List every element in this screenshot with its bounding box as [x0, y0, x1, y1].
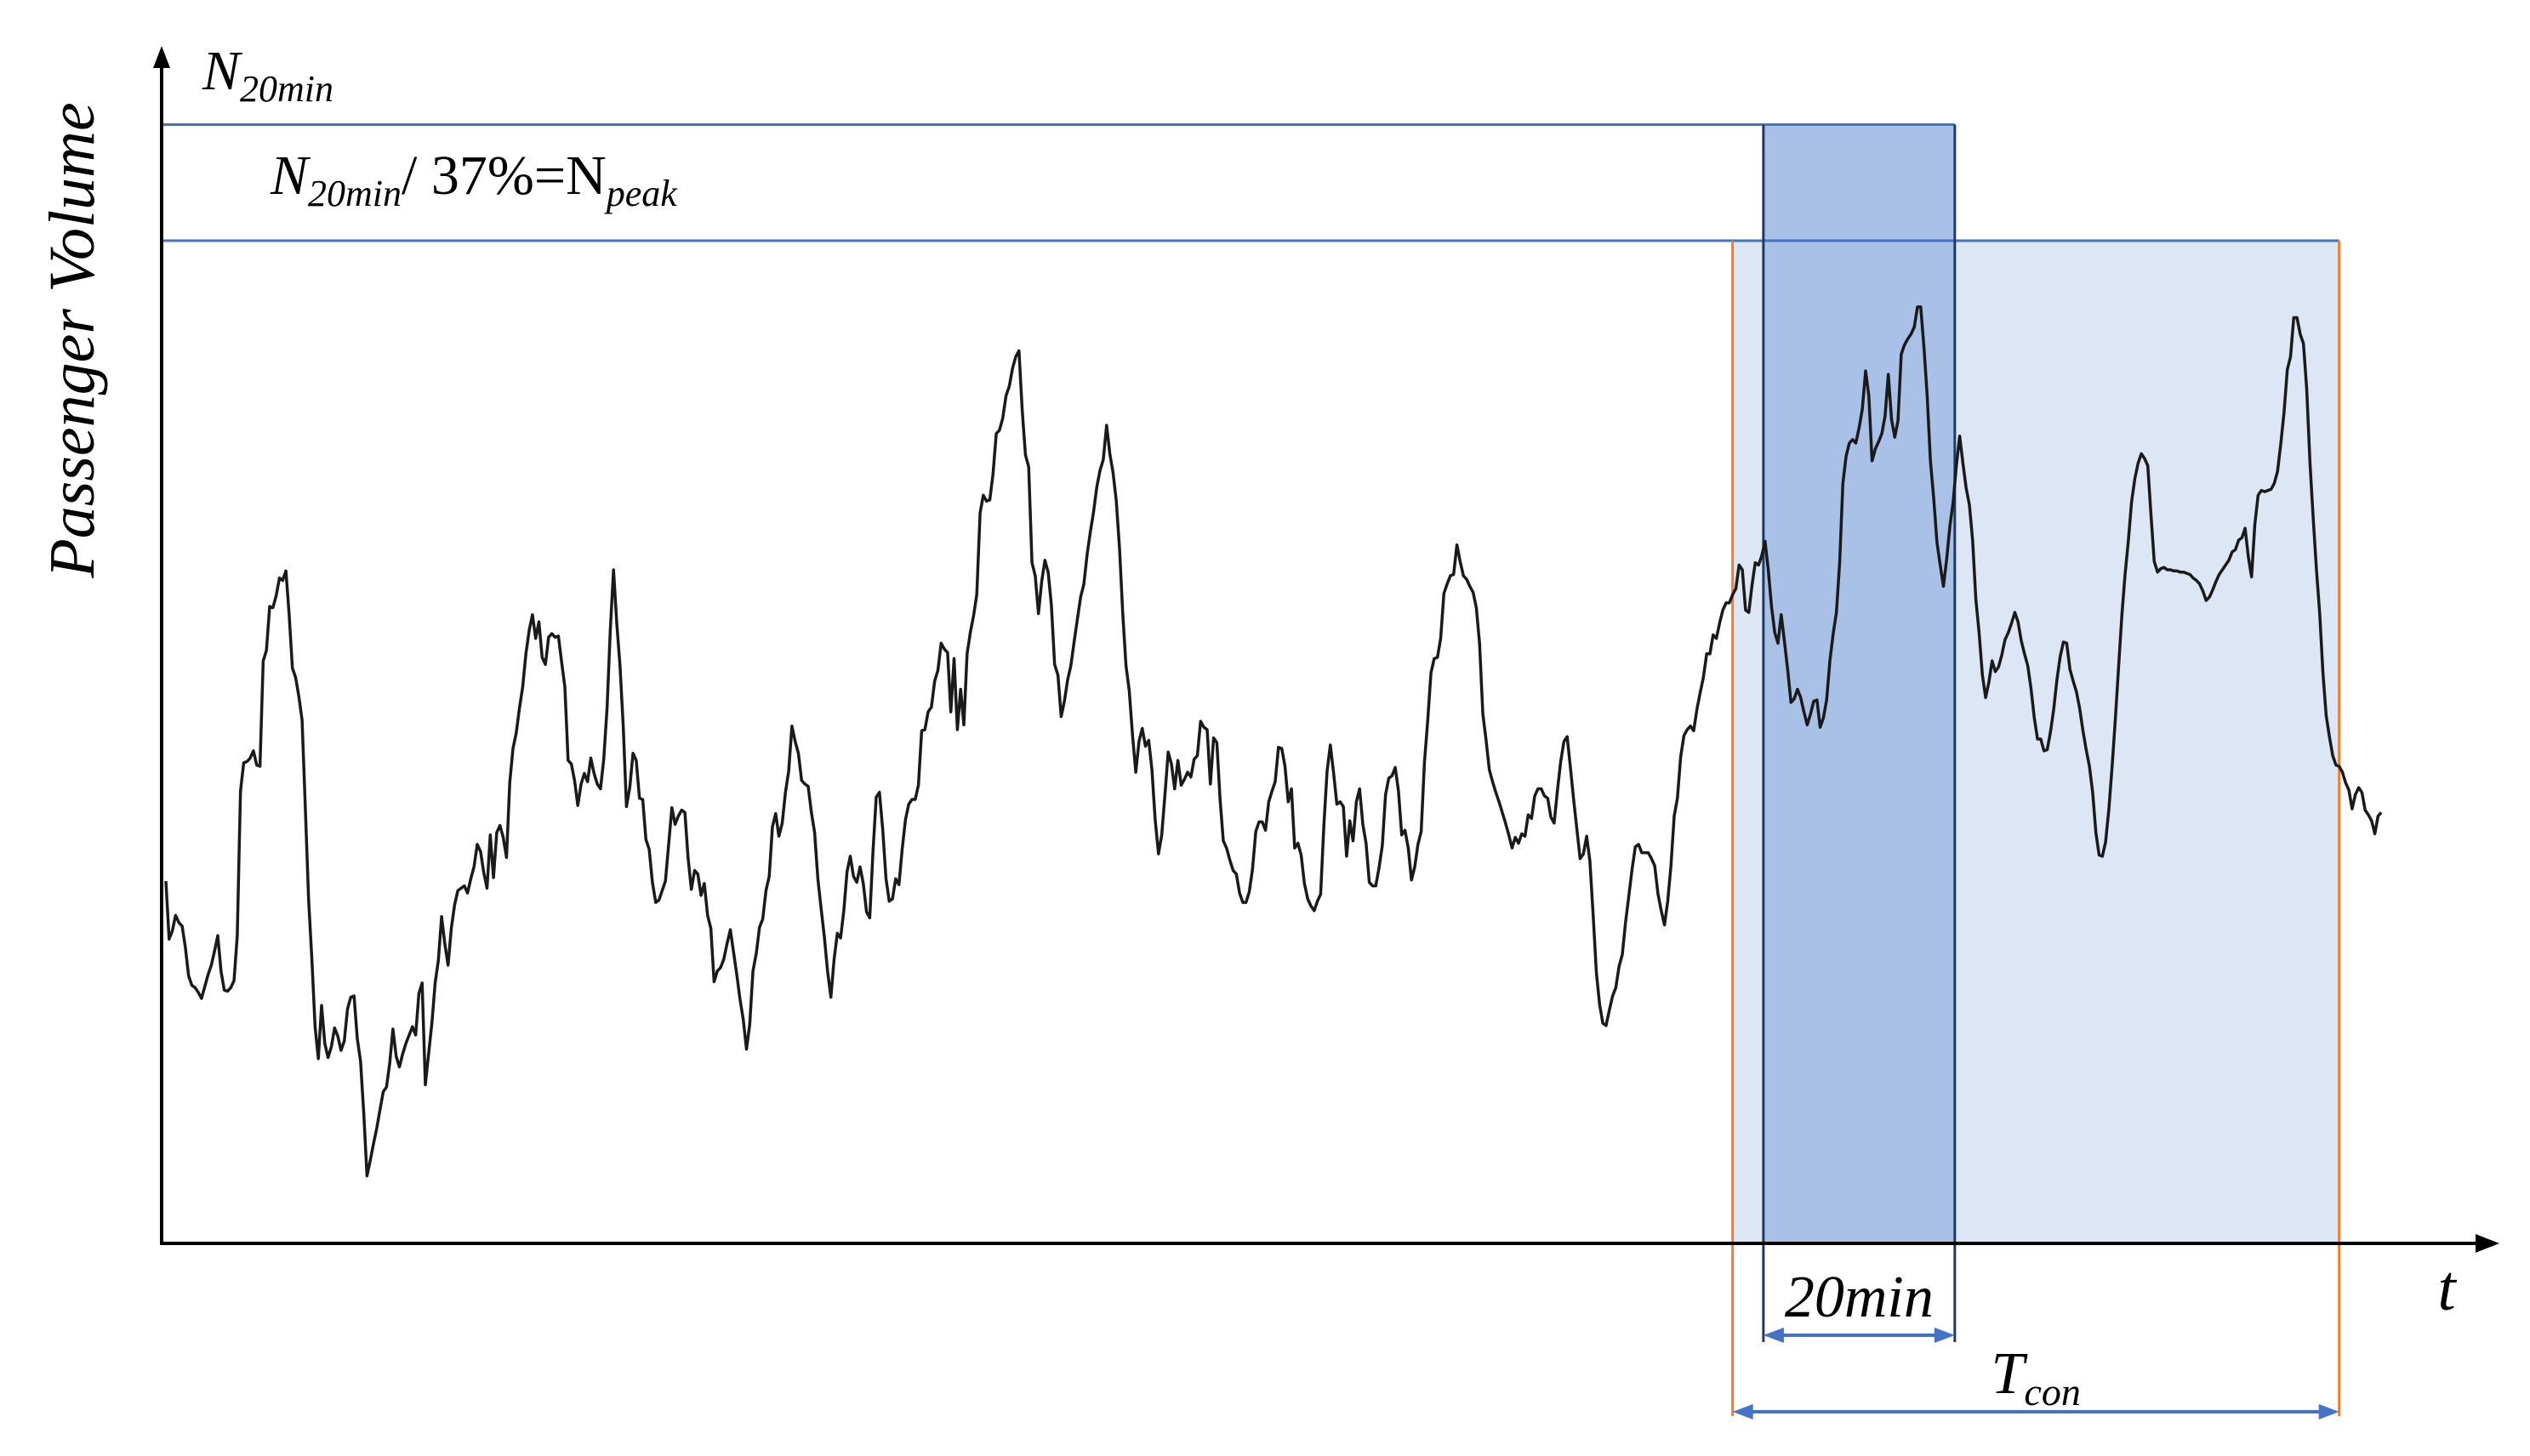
npeak-label: N20min/ 37%=Npeak	[270, 145, 678, 214]
twenty-min-dimension-arrow	[1763, 1328, 1955, 1343]
arrow-head-left	[1732, 1404, 1753, 1419]
arrow-head-left	[1763, 1328, 1784, 1343]
x-axis-arrowhead	[2476, 1234, 2499, 1253]
n20min-label-main: N	[202, 40, 243, 102]
n20min-label: N20min	[202, 40, 333, 110]
tcon-label-sub: con	[2024, 1370, 2080, 1413]
arrow-head-right	[1934, 1328, 1955, 1343]
twenty-min-label: 20min	[1785, 1265, 1934, 1330]
tcon-dimension-arrow	[1732, 1404, 2339, 1419]
tcon-label: Tcon	[1991, 1341, 2080, 1413]
axes	[153, 46, 2499, 1253]
y-axis-label: Passenger Volume	[37, 102, 108, 578]
npeak-label-n-sub: 20min	[308, 173, 402, 214]
npeak-label-peak-sub: peak	[604, 173, 679, 214]
y-axis-arrowhead	[153, 46, 170, 68]
passenger-volume-line	[164, 305, 2383, 1178]
npeak-label-n: N	[270, 145, 311, 207]
x-axis-label: t	[2437, 1253, 2457, 1324]
npeak-label-mid: / 37%=N	[402, 145, 607, 207]
n20min-label-sub: 20min	[240, 68, 333, 110]
twenty-min-band	[1763, 124, 1955, 1243]
tcon-label-main: T	[1991, 1341, 2028, 1407]
arrow-head-right	[2318, 1404, 2339, 1419]
